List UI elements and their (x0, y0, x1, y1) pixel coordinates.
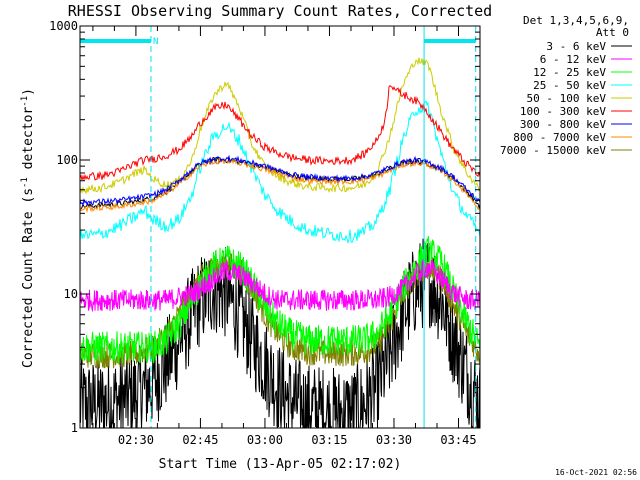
legend-label-1: 6 - 12 keV (540, 53, 607, 66)
series-line-5 (80, 85, 480, 182)
legend-label-4: 50 - 100 keV (527, 92, 607, 105)
plot-area: N 1 10 100 1000 02:30 02:45 03:00 03:15 03:30 03:4… (49, 19, 481, 447)
y-axis-label: Corrected Count Rate (s-1 detector-1) (20, 88, 36, 368)
x-tick-label-3: 03:15 (311, 433, 347, 447)
y-axis-label-sup: -1 (20, 177, 30, 188)
legend-label-6: 300 - 800 keV (520, 118, 606, 131)
legend-header-1: Att 0 (596, 26, 629, 39)
legend-label-5: 100 - 300 keV (520, 105, 606, 118)
series-line-9 (80, 238, 480, 428)
y-tick-label-3: 1000 (49, 19, 78, 33)
x-tick-label-1: 02:45 (182, 433, 218, 447)
plot-frame (79, 25, 481, 429)
legend-label-2: 12 - 25 keV (533, 66, 606, 79)
y-tick-label-2: 100 (56, 153, 78, 167)
x-tick-label-4: 03:30 (376, 433, 412, 447)
y-axis-label-sup2: -1 (20, 96, 30, 107)
x-axis: 02:30 02:45 03:00 03:15 03:30 03:45 (92, 26, 481, 447)
x-tick-label-0: 02:30 (118, 433, 154, 447)
y-axis-label-mid: detector (21, 107, 36, 178)
footer-timestamp: 16-Oct-2021 02:56 (555, 468, 637, 477)
series-line-3 (80, 100, 480, 245)
series-line-4 (80, 57, 480, 195)
legend-label-0: 3 - 6 keV (546, 40, 606, 53)
series-group (80, 57, 480, 428)
legend-label-3: 25 - 50 keV (533, 79, 606, 92)
series-line-6 (80, 154, 480, 206)
y-axis-label-prefix: Corrected Count Rate (s (21, 188, 36, 368)
legend-header-0: Det 1,3,4,5,6,9, (523, 14, 629, 27)
chart-title: RHESSI Observing Summary Count Rates, Co… (68, 2, 492, 20)
x-tick-label-5: 03:45 (440, 433, 476, 447)
series-line-7 (80, 156, 480, 214)
legend-label-7: 800 - 7000 keV (513, 131, 606, 144)
y-axis-label-suffix: ) (21, 88, 36, 96)
marker-top-bar-1 (424, 39, 476, 43)
y-tick-label-1: 10 (64, 287, 78, 301)
x-axis-label: Start Time (13-Apr-05 02:17:02) (159, 457, 402, 472)
marker-top-bar-0 (80, 39, 151, 43)
y-axis: 1 10 100 1000 (49, 19, 480, 435)
x-tick-label-2: 03:00 (247, 433, 283, 447)
marker-top-bar-label: N (153, 37, 158, 47)
legend-label-8: 7000 - 15000 keV (500, 144, 606, 157)
series-line-1 (80, 259, 480, 313)
y-tick-label-0: 1 (71, 421, 78, 435)
